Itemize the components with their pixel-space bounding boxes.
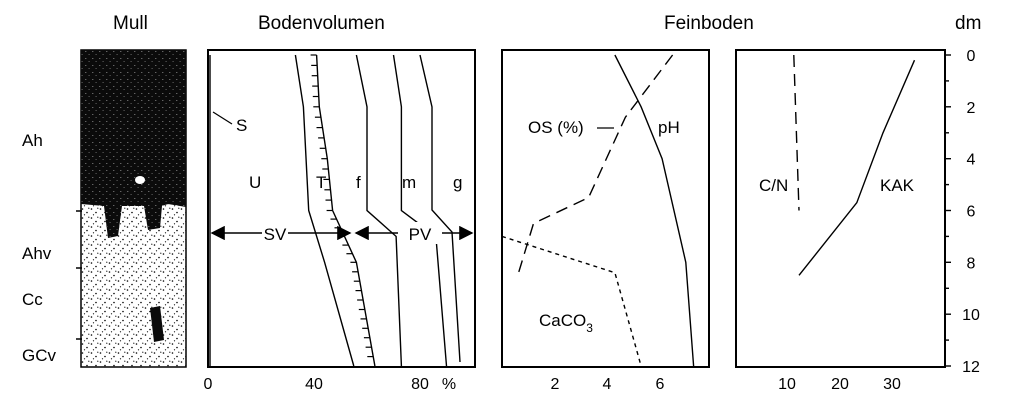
feinboden-curves: [501, 54, 695, 367]
horizon-cc: Cc: [22, 290, 43, 309]
depth-tick-label: 8: [967, 255, 976, 272]
fb-label-ph: pH: [658, 118, 680, 137]
bv-label-pv: PV: [409, 225, 432, 244]
depth-tick-label: 10: [962, 307, 980, 324]
mull-title: Mull: [113, 13, 148, 34]
bodenvolumen-curves: [209, 54, 461, 367]
kk-xtick-10: 10: [778, 376, 796, 393]
fb-xtick-4: 4: [603, 376, 612, 393]
kk-xtick-20: 20: [831, 376, 849, 393]
kk-label-cn: C/N: [759, 176, 788, 195]
depth-tick-label: 4: [967, 152, 976, 169]
bv-xunit: %: [442, 376, 456, 393]
fb-label-caco3: CaCO3: [539, 311, 593, 335]
feinboden-title: Feinboden: [664, 13, 754, 34]
horizon-gcv: GCv: [22, 346, 57, 365]
bv-label-g: g: [453, 173, 462, 192]
bodenvolumen-title: Bodenvolumen: [258, 13, 385, 34]
bv-label-sv: SV: [264, 225, 287, 244]
bv-label-s: S: [236, 116, 247, 135]
depth-tick-label: 6: [967, 204, 976, 221]
series-ph: [614, 54, 695, 367]
depth-unit-label: dm: [955, 13, 981, 34]
depth-tick-label: 12: [962, 359, 980, 376]
bv-label-t: T: [316, 173, 326, 192]
horizon-ah: Ah: [22, 131, 43, 150]
kk-xtick-30: 30: [883, 376, 901, 393]
bv-label-u: U: [249, 173, 261, 192]
kak-panel: [735, 49, 946, 368]
fb-xtick-6: 6: [656, 376, 665, 393]
bv-label-f: f: [356, 173, 361, 192]
series-m: [392, 54, 448, 367]
bodenvolumen-panel: [207, 49, 476, 368]
bv-xtick-40: 40: [305, 376, 323, 393]
bv-s-leader: [212, 111, 233, 125]
series-f: [355, 54, 403, 367]
kak-curves: [793, 54, 916, 276]
bv-label-m: m: [402, 173, 416, 192]
depth-axis: 0 2 4 6 8 10 12: [944, 48, 980, 376]
series-c-n: [793, 54, 800, 211]
series-t: [315, 54, 376, 367]
bv-xtick-80: 80: [411, 376, 429, 393]
horizon-ahv: Ahv: [22, 244, 52, 263]
series-u: [294, 54, 355, 367]
horizon-boundary-ticks: [76, 210, 82, 340]
series-kak: [798, 59, 916, 276]
bv-xtick-0: 0: [204, 376, 213, 393]
series-g: [419, 54, 461, 363]
kk-label-kak: KAK: [880, 176, 915, 195]
mull-soil-column: [80, 49, 187, 368]
fb-label-os: OS (%): [528, 118, 584, 137]
depth-tick-label: 2: [967, 100, 976, 117]
fb-xtick-2: 2: [551, 376, 560, 393]
depth-tick-label: 0: [967, 48, 976, 65]
feinboden-panel: [501, 49, 710, 368]
